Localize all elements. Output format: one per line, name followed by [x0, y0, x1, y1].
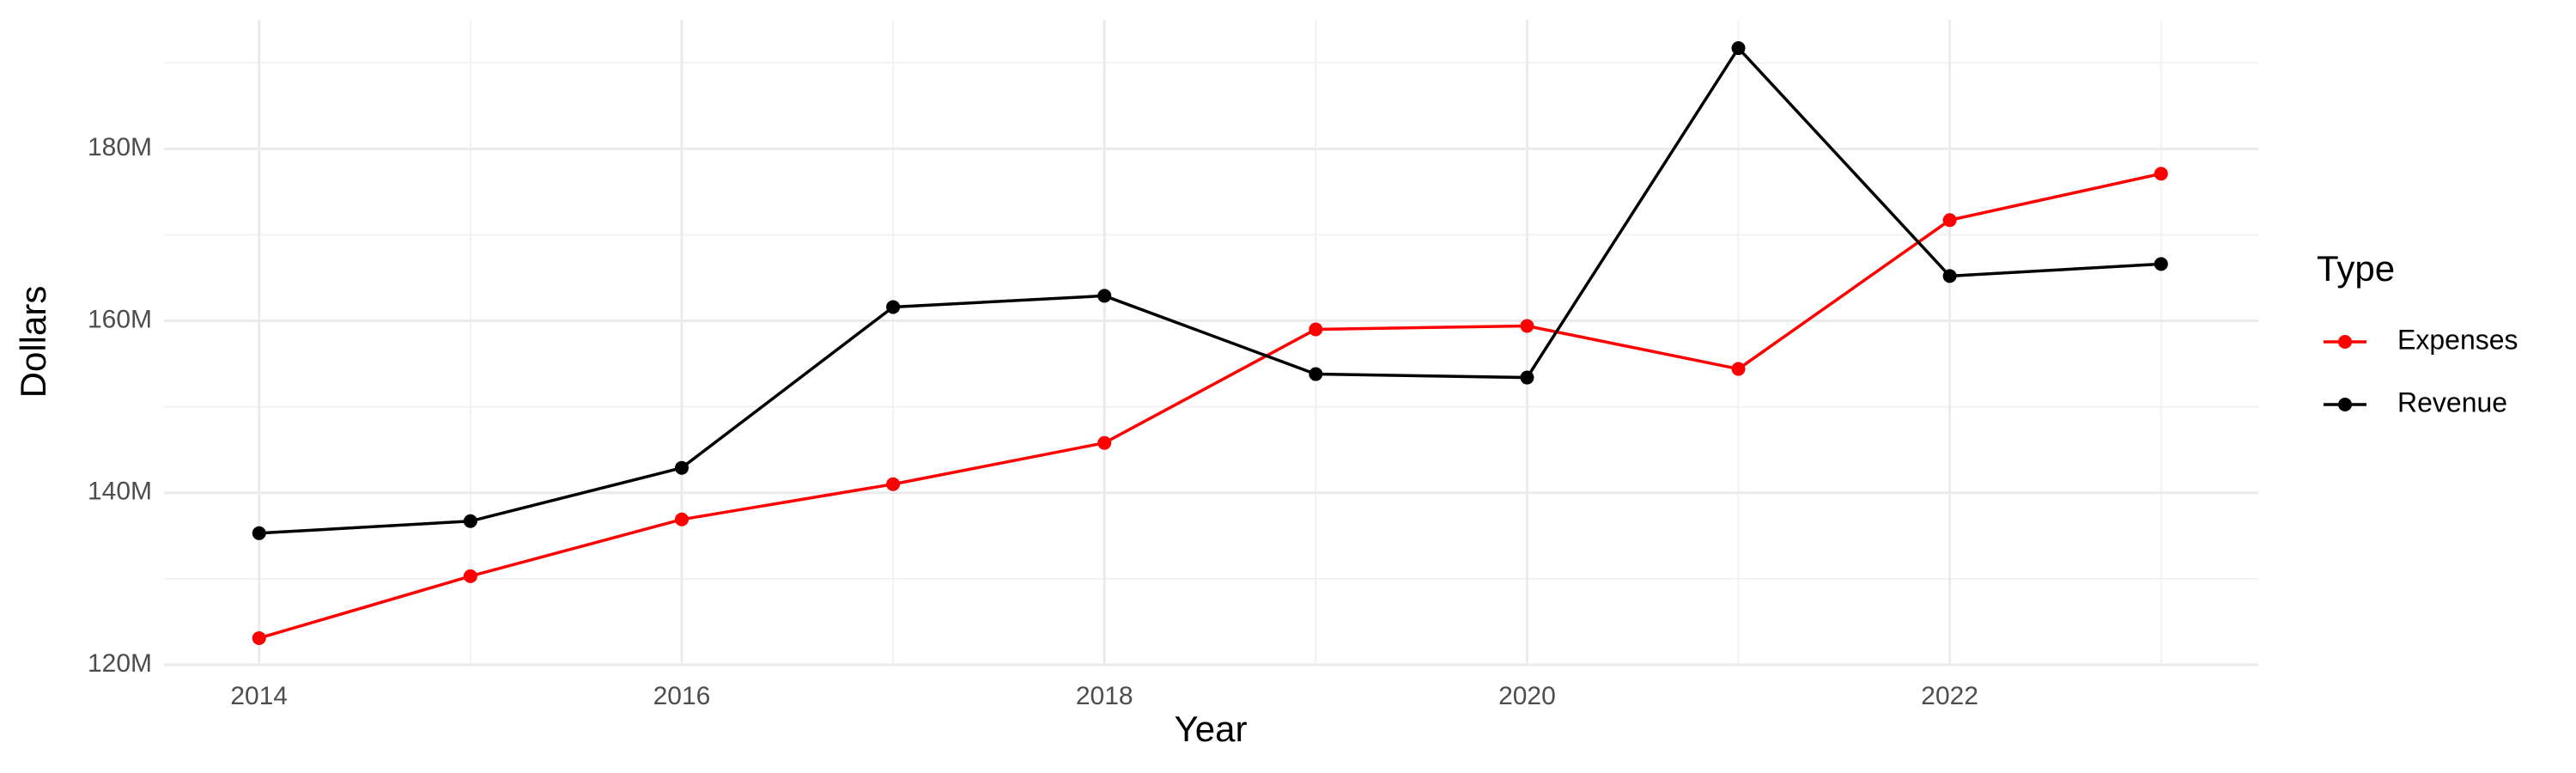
series-line: [258, 46, 2161, 535]
series-line: [258, 172, 2162, 640]
data-point: [1097, 289, 1112, 303]
data-point: [1942, 269, 1957, 283]
data-point: [252, 630, 266, 645]
legend-marker: [2338, 398, 2352, 411]
data-point: [886, 477, 901, 491]
data-point: [674, 512, 689, 526]
data-point: [1309, 367, 1323, 381]
x-tick-label: 2018: [1076, 682, 1133, 710]
x-tick-label: 2022: [1921, 682, 1978, 710]
y-axis-title: Dollars: [13, 286, 53, 399]
data-point: [674, 460, 689, 475]
legend-title: Type: [2317, 248, 2395, 289]
data-point: [2154, 167, 2168, 181]
data-point: [1731, 41, 1746, 56]
data-point: [1520, 319, 1534, 333]
x-tick-label: 2014: [230, 682, 288, 710]
y-tick-label: 140M: [88, 478, 152, 506]
x-tick-label: 2016: [653, 682, 711, 710]
y-tick-label: 160M: [88, 305, 152, 333]
data-point: [1520, 370, 1534, 385]
x-tick-label: 2020: [1498, 682, 1556, 710]
data-point: [463, 514, 477, 528]
data-point: [1309, 322, 1323, 337]
data-point: [1731, 362, 1746, 376]
legend-label: Expenses: [2397, 324, 2518, 355]
data-point: [252, 526, 266, 540]
data-point: [2154, 257, 2168, 271]
legend-marker: [2338, 335, 2352, 349]
y-tick-label: 180M: [88, 133, 152, 161]
y-tick-label: 120M: [88, 649, 152, 678]
data-point: [463, 569, 477, 583]
data-point: [1942, 213, 1957, 228]
data-point: [1097, 435, 1112, 450]
legend-label: Revenue: [2397, 386, 2507, 417]
x-axis-title: Year: [1175, 709, 1248, 749]
data-point: [886, 300, 901, 314]
